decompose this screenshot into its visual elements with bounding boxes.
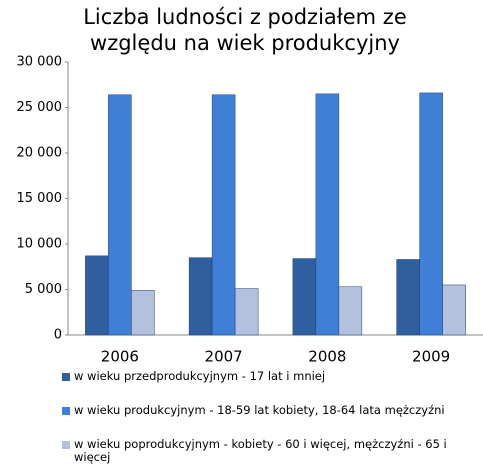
y-tick-label: 0 [54,328,62,343]
legend-swatch [62,407,70,415]
legend-label: w wieku przedprodukcyjnym - 17 lat i mni… [74,369,326,383]
bar [131,290,155,336]
legend-label: w wieku poprodukcyjnym - kobiety - 60 i … [74,437,447,464]
bar [292,258,317,336]
legend-swatch [62,441,70,449]
bar [419,92,443,336]
bar [315,93,340,336]
y-tick-label: 5 000 [25,282,62,297]
bar [211,94,236,336]
legend-item: w wieku przedprodukcyjnym - 17 lat i mni… [62,370,483,383]
x-tick-label: 2006 [101,348,139,366]
y-tick-label: 10 000 [17,237,63,252]
bar [85,255,109,336]
bar [396,259,420,336]
bar [108,94,132,336]
y-tick-label: 25 000 [17,100,63,115]
bar [442,284,466,336]
legend-swatch [62,373,70,381]
x-tick-label: 2007 [205,348,243,366]
y-tick-label: 20 000 [17,146,63,161]
bar [234,288,259,336]
y-tick-label: 30 000 [17,55,63,70]
x-tick-label: 2009 [412,348,450,366]
legend-item: w wieku poprodukcyjnym - kobiety - 60 i … [62,438,483,464]
chart-title: Liczba ludności z podziałem ze względu n… [83,5,407,55]
legend-label: w wieku produkcyjnym - 18-59 lat kobiety… [74,403,445,417]
bar [188,257,213,336]
x-tick-label: 2008 [308,348,346,366]
bar [338,286,363,336]
y-tick-label: 15 000 [17,191,63,206]
legend-item: w wieku produkcyjnym - 18-59 lat kobiety… [62,404,483,417]
